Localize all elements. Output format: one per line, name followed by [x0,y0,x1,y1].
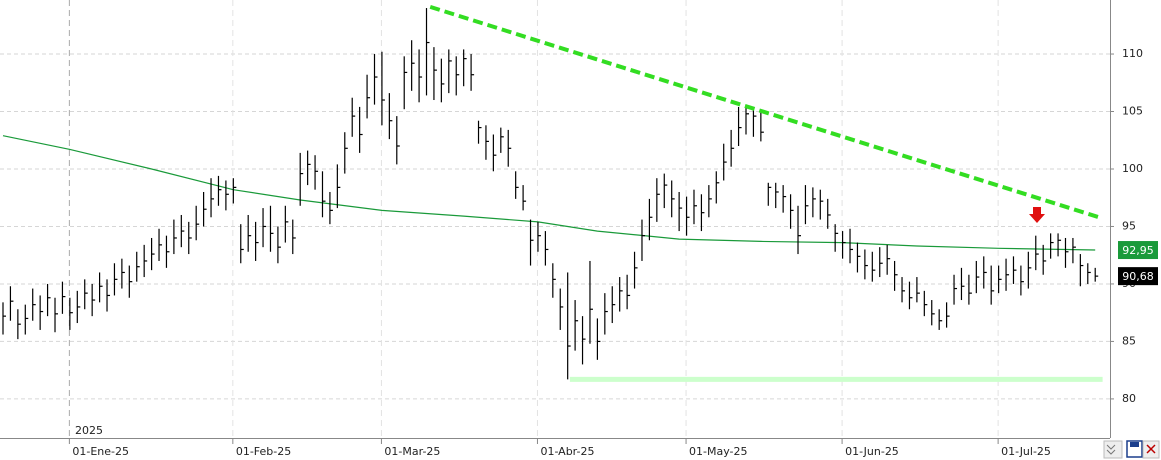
scroll-button[interactable] [1103,440,1123,459]
y-tick-label: 95 [1122,219,1136,232]
scroll-icon [1106,444,1116,455]
y-tick-label: 110 [1122,47,1143,60]
x-tick-label: 01-Abr-25 [540,445,594,458]
price-bars [2,8,1099,380]
signal-arrow [1029,207,1045,223]
year-label: 2025 [75,424,103,437]
price-label-box [1118,267,1158,286]
price-label-box [1118,241,1158,260]
price-label: 92,95 [1122,244,1154,257]
x-tick-label: 01-May-25 [689,445,747,458]
overlay-resistance [429,4,1104,221]
x-tick-label: 01-Mar-25 [384,445,440,458]
save-icon [1130,442,1139,447]
y-tick-label: 105 [1122,105,1143,118]
x-tick-label: 01-Jun-25 [845,445,899,458]
price-label: 90,68 [1122,270,1154,283]
x-tick-label: 01-Feb-25 [236,445,291,458]
y-tick-label: 80 [1122,392,1136,405]
close-icon [1146,444,1156,454]
x-tick-label: 01-Ene-25 [72,445,129,458]
x-tick-label: 01-Jul-25 [1001,445,1051,458]
y-tick-label: 100 [1122,162,1143,175]
y-tick-label: 85 [1122,334,1136,347]
toolbar [1103,440,1160,459]
grid [0,0,1110,438]
